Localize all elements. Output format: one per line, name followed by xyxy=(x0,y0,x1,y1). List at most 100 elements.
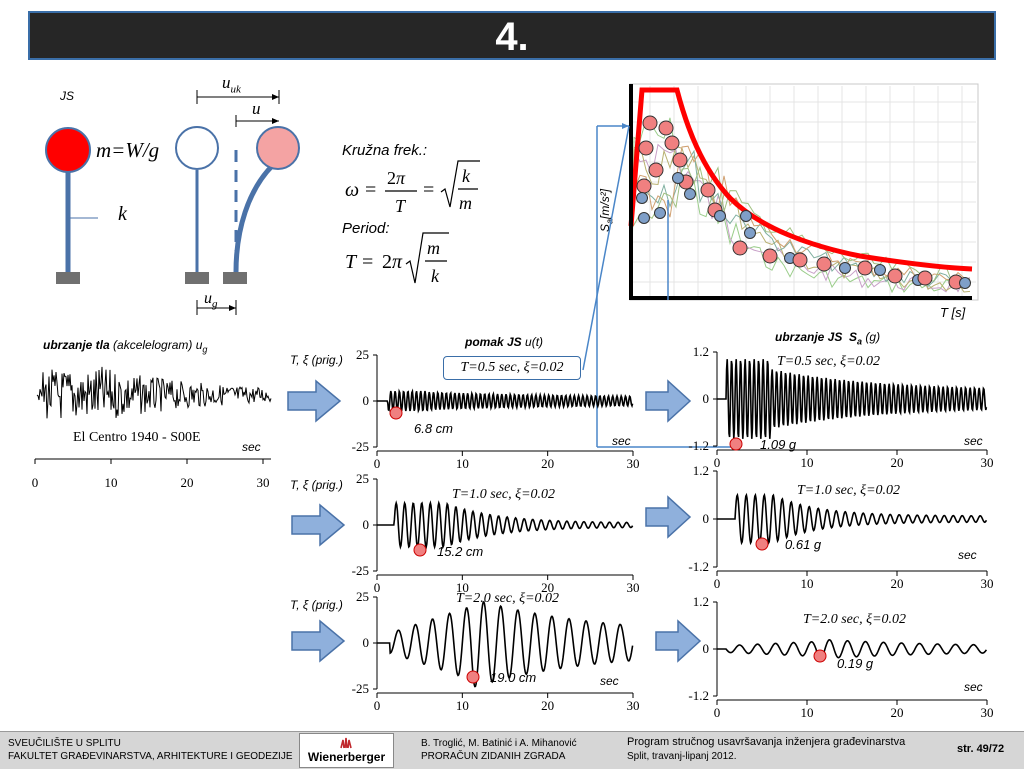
svg-text:T: T xyxy=(345,251,358,273)
svg-text:m: m xyxy=(427,238,440,258)
period-formula: T = 2π m k xyxy=(345,232,449,286)
mass-label: m=W/g xyxy=(96,138,160,162)
ytick-label: 0 xyxy=(363,517,370,532)
spectrum-point xyxy=(732,240,748,256)
xtick-label: 0 xyxy=(714,576,721,591)
ground-record-label: El Centro 1940 - S00E xyxy=(73,430,201,445)
response-trace xyxy=(717,638,988,660)
circular-frequency-label: Kružna frek.: xyxy=(342,142,428,159)
disp-peak-3: 19.0 cm xyxy=(490,670,537,685)
spectrum-point xyxy=(959,277,971,289)
disp-panel-1: 25 0 -25 0 10 20 30 xyxy=(352,347,640,471)
xtick-label: 0 xyxy=(374,698,381,713)
svg-text:=: = xyxy=(362,251,373,273)
ytick-label: 0 xyxy=(363,635,370,650)
footer-authors-line2: PRORAČUN ZIDANIH ZGRADA xyxy=(421,751,566,762)
acceleration-heading: ubrzanje JS Sa (g) xyxy=(775,330,881,347)
disp-panel-2: 25 0 -25 0 10 20 30 xyxy=(352,471,640,595)
logo-text: Wienerberger xyxy=(307,750,386,764)
ytick-label: 0 xyxy=(703,511,710,526)
spectrum-point xyxy=(636,178,652,194)
svg-text:2π: 2π xyxy=(387,168,406,188)
disp-case-2: T=1.0 sec, ξ=0.02 xyxy=(452,487,556,502)
ground-acceleration-plot: 0 10 20 30 xyxy=(32,366,272,490)
xtick-label: 30 xyxy=(981,705,994,720)
spectrum-point xyxy=(672,152,688,168)
xtick-label: 0 xyxy=(374,456,381,471)
svg-text:2π: 2π xyxy=(382,251,403,273)
svg-text:T: T xyxy=(395,196,407,216)
acc-peak-1: 1.09 g xyxy=(760,437,797,452)
response-trace xyxy=(717,492,988,546)
spectrum-point xyxy=(857,260,873,276)
acc-case-1: T=0.5 sec, ξ=0.02 xyxy=(777,354,881,369)
sdof-diagram xyxy=(45,90,300,315)
xtick-label: 20 xyxy=(541,580,554,595)
spectrum-point xyxy=(658,120,674,136)
spectrum-point xyxy=(714,210,726,222)
svg-text:=: = xyxy=(423,179,434,201)
svg-text:k: k xyxy=(431,266,440,286)
spectrum-point xyxy=(648,162,664,178)
xtick-label: 20 xyxy=(891,576,904,591)
params-label-1: T, ξ (prig.) xyxy=(290,353,343,367)
logo-mark-icon xyxy=(340,737,352,749)
response-trace xyxy=(377,500,634,550)
xtick-label: 30 xyxy=(627,698,640,713)
spectrum-trace xyxy=(631,145,971,287)
xtick-label: 10 xyxy=(456,580,469,595)
ytick-label: 25 xyxy=(356,471,369,486)
svg-text:k: k xyxy=(462,166,471,186)
peak-marker xyxy=(729,437,743,451)
ground-xtick-label: 30 xyxy=(257,475,270,490)
peak-marker xyxy=(466,670,480,684)
xtick-label: 10 xyxy=(456,698,469,713)
spectrum-point xyxy=(654,207,666,219)
ground-xtick-label: 0 xyxy=(32,475,39,490)
spectrum-point xyxy=(887,268,903,284)
ytick-label: -1.2 xyxy=(688,438,709,453)
ytick-label: 0 xyxy=(703,641,710,656)
xtick-label: 10 xyxy=(801,576,814,591)
ytick-label: 1.2 xyxy=(693,594,709,609)
footer-program-line1: Program stručnog usavršavanja inženjera … xyxy=(627,736,906,748)
ground-heading: ubrzanje tla (akcelelogram) ug xyxy=(43,338,208,355)
omega-formula: ω = 2π T = k m xyxy=(345,160,480,216)
ground-xtick-label: 20 xyxy=(181,475,194,490)
title-bar: 4. xyxy=(28,11,996,60)
spectrum-point xyxy=(684,188,696,200)
ytick-label: -25 xyxy=(352,439,369,454)
spectrum-point xyxy=(839,262,851,274)
wienerberger-logo: Wienerberger xyxy=(299,733,394,768)
peak-marker xyxy=(413,543,427,557)
ytick-label: 25 xyxy=(356,347,369,362)
response-trace xyxy=(377,600,634,688)
xtick-label: 20 xyxy=(891,705,904,720)
acc-unit-2: sec xyxy=(958,548,977,562)
u-label: u xyxy=(252,99,261,118)
acc-unit-1: sec xyxy=(964,434,983,448)
acc-unit-3: sec xyxy=(964,680,983,694)
svg-text:m: m xyxy=(459,193,472,213)
ground-unit: sec xyxy=(242,440,261,454)
footer-uni-line1: SVEUČILIŠTE U SPLITU xyxy=(8,738,121,749)
acc-peak-2: 0.61 g xyxy=(785,537,822,552)
svg-text:ω: ω xyxy=(345,179,359,201)
stiffness-label: k xyxy=(118,203,127,225)
xtick-label: 30 xyxy=(981,576,994,591)
spectrum-point xyxy=(672,172,684,184)
xtick-label: 20 xyxy=(891,455,904,470)
spectrum-envelope xyxy=(628,87,973,272)
acc-panel-1: 1.2 0 -1.2 0 10 20 30 xyxy=(688,344,993,470)
spectrum-xlabel: T [s] xyxy=(940,305,966,320)
spectrum-point xyxy=(874,264,886,276)
ug-label: ug xyxy=(204,290,218,311)
disp-panel-3: 25 0 -25 0 10 20 30 xyxy=(352,589,640,713)
spectrum-point xyxy=(638,140,654,156)
xtick-label: 20 xyxy=(541,698,554,713)
xtick-label: 0 xyxy=(714,705,721,720)
footer-uni-line2: FAKULTET GRAĐEVINARSTVA, ARHITEKTURE I G… xyxy=(8,751,293,762)
xtick-label: 10 xyxy=(456,456,469,471)
xtick-label: 0 xyxy=(374,580,381,595)
footer-program-line2: Split, travanj-lipanj 2012. xyxy=(627,751,737,762)
